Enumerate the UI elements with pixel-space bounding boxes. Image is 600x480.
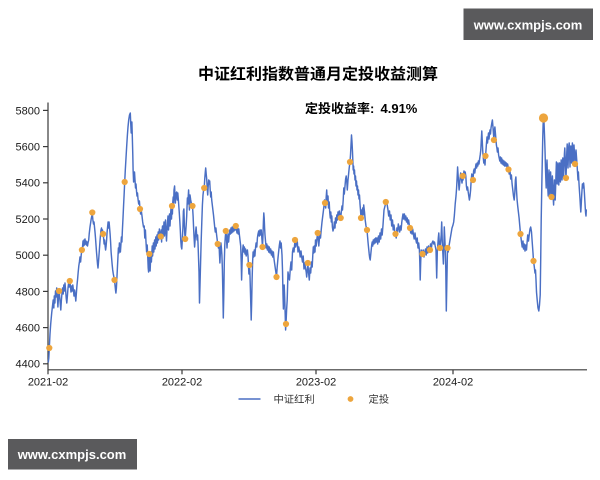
svg-text:5800: 5800 [16,105,40,117]
svg-text:www.cxmpjs.com: www.cxmpjs.com [473,17,583,32]
svg-text:2023-02: 2023-02 [296,377,336,389]
svg-text:4800: 4800 [16,286,40,298]
svg-text:5600: 5600 [16,142,40,154]
svg-text:2022-02: 2022-02 [162,377,202,389]
svg-text:www.cxmpjs.com: www.cxmpjs.com [17,447,127,462]
svg-text::: : [370,101,374,116]
svg-text:5400: 5400 [16,178,40,190]
svg-text:4400: 4400 [16,359,40,371]
svg-text:2021-02: 2021-02 [28,377,68,389]
svg-text:2024-02: 2024-02 [433,377,473,389]
svg-text:5000: 5000 [16,250,40,262]
svg-text:4.91%: 4.91% [381,101,418,116]
svg-text:5200: 5200 [16,214,40,226]
svg-text:4600: 4600 [16,323,40,335]
